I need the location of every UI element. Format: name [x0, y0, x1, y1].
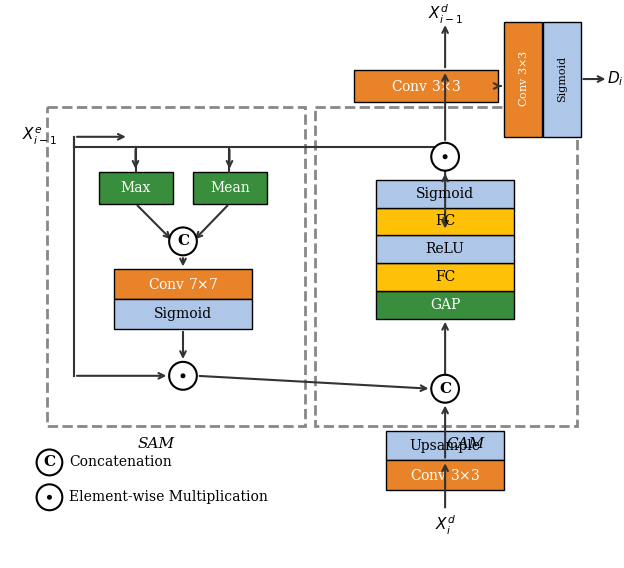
Circle shape — [431, 375, 459, 403]
Text: C: C — [177, 235, 189, 248]
Text: C: C — [439, 382, 451, 396]
Text: Upsample: Upsample — [409, 438, 480, 453]
FancyBboxPatch shape — [354, 70, 497, 102]
Circle shape — [37, 449, 62, 475]
Text: GAP: GAP — [430, 298, 461, 312]
Text: Conv 7$\times$7: Conv 7$\times$7 — [148, 277, 218, 292]
Circle shape — [169, 227, 197, 255]
Text: C: C — [44, 456, 56, 469]
FancyBboxPatch shape — [386, 461, 504, 490]
Circle shape — [431, 143, 459, 170]
Text: Mean: Mean — [210, 181, 250, 195]
Text: Sigmoid: Sigmoid — [154, 307, 212, 321]
Text: CAM: CAM — [446, 437, 484, 450]
FancyBboxPatch shape — [386, 431, 504, 461]
Text: ReLU: ReLU — [426, 243, 464, 256]
FancyBboxPatch shape — [114, 299, 252, 329]
FancyBboxPatch shape — [376, 264, 514, 291]
Text: SAM: SAM — [138, 437, 175, 450]
Text: Conv 3$\times$3: Conv 3$\times$3 — [391, 78, 461, 94]
Circle shape — [442, 154, 447, 159]
FancyBboxPatch shape — [376, 207, 514, 235]
FancyBboxPatch shape — [543, 22, 580, 137]
Circle shape — [169, 362, 197, 390]
Text: Sigmoid: Sigmoid — [416, 186, 474, 201]
Text: Concatenation: Concatenation — [69, 456, 172, 469]
FancyBboxPatch shape — [376, 291, 514, 319]
Circle shape — [180, 373, 185, 378]
Text: Element-wise Multiplication: Element-wise Multiplication — [69, 490, 268, 504]
Text: Conv 3$\times$3: Conv 3$\times$3 — [410, 468, 480, 483]
Text: FC: FC — [435, 215, 456, 228]
Text: FC: FC — [435, 270, 456, 284]
Text: $X^{e}_{i-1}$: $X^{e}_{i-1}$ — [22, 126, 57, 147]
FancyBboxPatch shape — [99, 172, 173, 203]
FancyBboxPatch shape — [504, 22, 542, 137]
FancyBboxPatch shape — [193, 172, 267, 203]
Text: $X^{d}_{i}$: $X^{d}_{i}$ — [434, 513, 456, 537]
Circle shape — [37, 485, 62, 510]
FancyBboxPatch shape — [376, 235, 514, 264]
Text: Sigmoid: Sigmoid — [557, 56, 567, 102]
Circle shape — [47, 495, 52, 500]
FancyBboxPatch shape — [376, 179, 514, 207]
Text: $D_{i}$: $D_{i}$ — [607, 70, 623, 89]
Text: $X^{d}_{i-1}$: $X^{d}_{i-1}$ — [427, 3, 462, 26]
Text: Conv 3$\times$3: Conv 3$\times$3 — [517, 51, 529, 107]
FancyBboxPatch shape — [114, 269, 252, 299]
Text: Max: Max — [121, 181, 151, 195]
